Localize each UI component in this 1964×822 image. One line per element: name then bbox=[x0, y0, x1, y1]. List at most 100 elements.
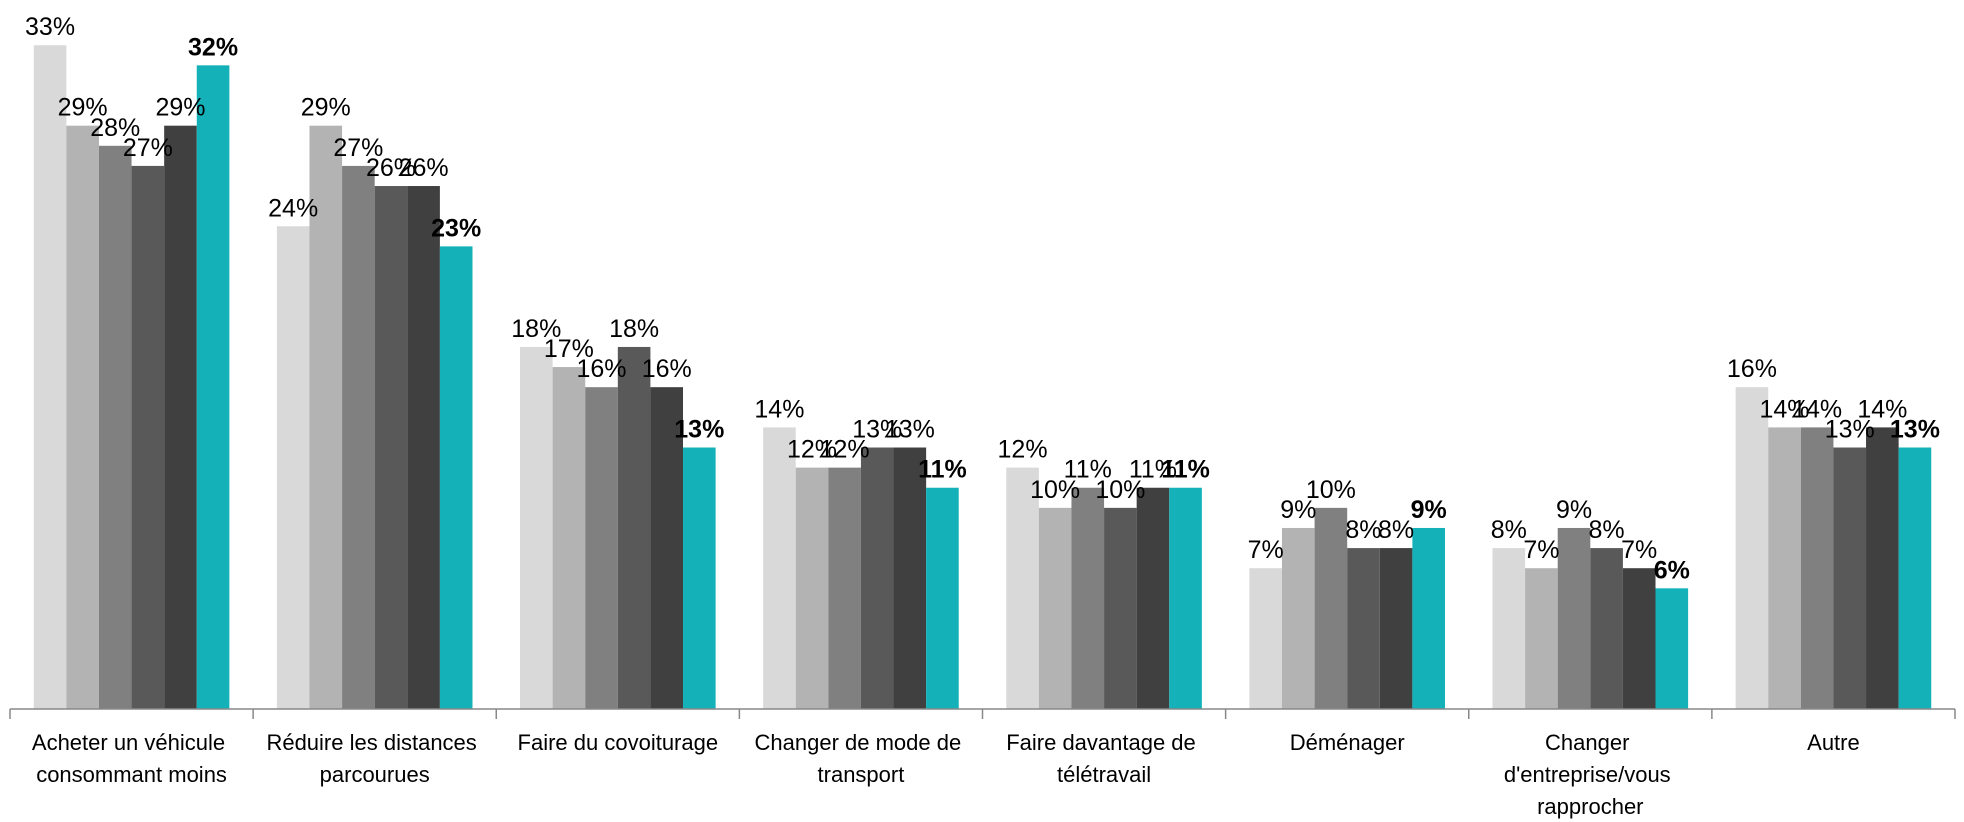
value-label: 29% bbox=[301, 94, 351, 122]
value-label: 11% bbox=[918, 456, 967, 484]
bar bbox=[439, 246, 473, 709]
value-label: 11% bbox=[1064, 456, 1112, 484]
value-label: 13% bbox=[1890, 416, 1940, 444]
value-label: 17% bbox=[544, 335, 594, 363]
bar bbox=[342, 165, 375, 709]
bar bbox=[1169, 487, 1202, 709]
bar bbox=[374, 186, 408, 709]
bar bbox=[1347, 548, 1380, 709]
bar bbox=[585, 387, 618, 709]
bar bbox=[860, 447, 894, 709]
bar bbox=[552, 367, 586, 709]
bar bbox=[520, 346, 553, 709]
value-label: 11% bbox=[1161, 456, 1210, 484]
value-label: 8% bbox=[1589, 516, 1625, 544]
value-label: 32% bbox=[188, 33, 238, 61]
bar bbox=[763, 427, 796, 709]
bar bbox=[1492, 548, 1526, 709]
bar bbox=[1655, 588, 1689, 709]
x-tick-label: Autre bbox=[1807, 730, 1860, 755]
value-label: 14% bbox=[754, 395, 804, 423]
value-label: 13% bbox=[1825, 416, 1875, 444]
bar bbox=[1800, 427, 1834, 709]
value-label: 9% bbox=[1280, 496, 1316, 524]
bar bbox=[1038, 507, 1072, 709]
value-label: 7% bbox=[1523, 536, 1559, 564]
x-tick-label: Faire du covoiturage bbox=[518, 730, 719, 755]
bar bbox=[1412, 527, 1445, 709]
bar bbox=[1898, 447, 1932, 709]
value-label: 6% bbox=[1654, 556, 1690, 584]
value-label: 13% bbox=[852, 416, 902, 444]
value-label: 18% bbox=[511, 315, 561, 343]
value-label: 13% bbox=[885, 416, 935, 444]
value-label: 28% bbox=[90, 114, 140, 142]
value-label: 33% bbox=[25, 13, 75, 41]
value-label: 13% bbox=[674, 416, 724, 444]
value-label: 7% bbox=[1248, 536, 1284, 564]
bar bbox=[795, 467, 829, 709]
bar bbox=[309, 125, 343, 709]
bar bbox=[1557, 527, 1591, 709]
bar bbox=[131, 165, 165, 709]
bar bbox=[1768, 427, 1801, 709]
bar bbox=[828, 467, 861, 709]
bar bbox=[1833, 447, 1867, 709]
value-label: 16% bbox=[642, 355, 692, 383]
value-label: 16% bbox=[1727, 355, 1777, 383]
value-label: 10% bbox=[1095, 476, 1145, 504]
bar bbox=[1281, 527, 1315, 709]
value-label: 10% bbox=[1030, 476, 1080, 504]
value-label: 18% bbox=[609, 315, 659, 343]
value-label: 8% bbox=[1345, 516, 1381, 544]
x-tick-label: Changer d'entreprise/vous rapprocher bbox=[1504, 730, 1677, 819]
value-label: 8% bbox=[1491, 516, 1527, 544]
value-label: 27% bbox=[123, 134, 173, 162]
value-label: 9% bbox=[1411, 496, 1447, 524]
bar bbox=[1379, 548, 1413, 709]
x-tick-label: Acheter un véhicule consommant moins bbox=[32, 730, 231, 787]
value-label: 26% bbox=[366, 154, 416, 182]
bar bbox=[196, 65, 230, 710]
bar bbox=[683, 447, 716, 709]
x-tick-label: Réduire les distances parcourues bbox=[266, 730, 482, 787]
bar bbox=[1006, 467, 1039, 709]
bar bbox=[1525, 568, 1558, 709]
value-label: 12% bbox=[787, 436, 837, 464]
bar bbox=[1735, 387, 1769, 709]
value-label: 23% bbox=[431, 214, 481, 242]
bar bbox=[1314, 507, 1348, 709]
value-label: 24% bbox=[268, 194, 318, 222]
bar bbox=[98, 145, 132, 710]
x-tick-label: Déménager bbox=[1290, 730, 1405, 755]
value-label: 14% bbox=[1760, 395, 1810, 423]
value-label: 26% bbox=[399, 154, 449, 182]
bar bbox=[407, 186, 440, 709]
value-label: 12% bbox=[998, 436, 1048, 464]
value-label: 27% bbox=[333, 134, 383, 162]
value-label: 14% bbox=[1792, 395, 1842, 423]
value-label: 16% bbox=[576, 355, 626, 383]
value-label: 10% bbox=[1306, 476, 1356, 504]
value-label: 7% bbox=[1621, 536, 1657, 564]
bar bbox=[650, 387, 684, 709]
value-label: 14% bbox=[1857, 395, 1907, 423]
bar bbox=[66, 125, 99, 709]
value-label: 8% bbox=[1378, 516, 1414, 544]
value-label: 29% bbox=[155, 94, 205, 122]
value-label: 12% bbox=[820, 436, 870, 464]
bar bbox=[893, 447, 927, 709]
value-label: 9% bbox=[1556, 496, 1592, 524]
bar bbox=[1071, 487, 1105, 709]
bar bbox=[1136, 487, 1170, 709]
bar bbox=[1866, 427, 1899, 709]
bar bbox=[1104, 507, 1137, 709]
value-label: 11% bbox=[1129, 456, 1177, 484]
bar bbox=[1249, 568, 1282, 709]
x-tick-label: Faire davantage de télétravail bbox=[1006, 730, 1202, 787]
bar bbox=[1590, 548, 1623, 709]
bar bbox=[33, 45, 67, 709]
bar bbox=[164, 125, 197, 709]
bar bbox=[276, 226, 310, 709]
